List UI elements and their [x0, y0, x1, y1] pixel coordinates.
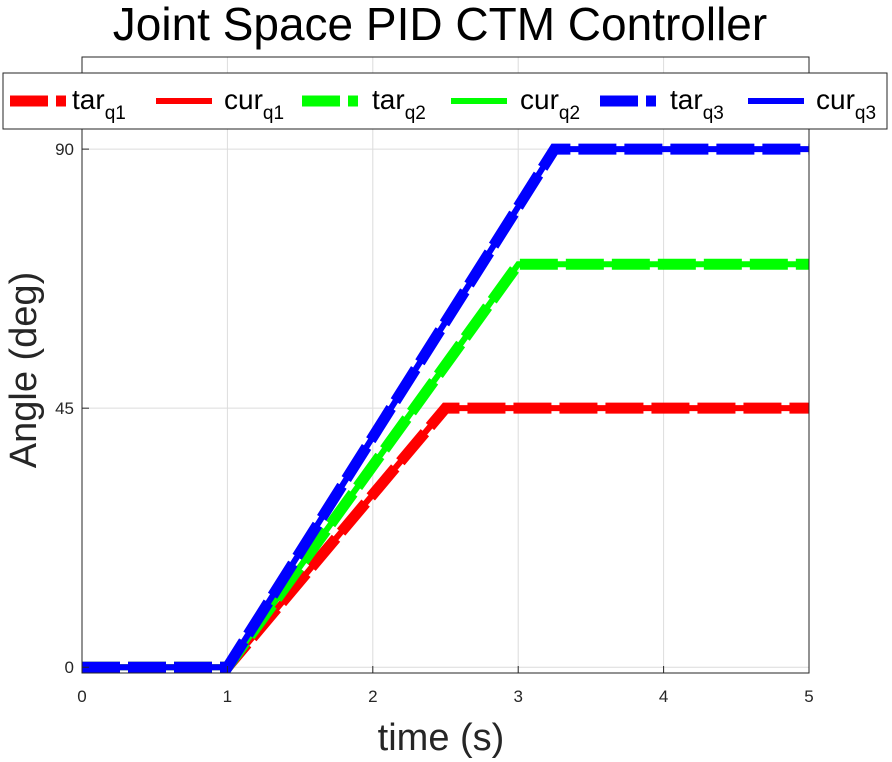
legend: tarq1 curq1 tarq2 curq2 tarq3 curq3 — [2, 72, 888, 130]
legend-label-cur-q2: curq2 — [520, 84, 580, 124]
y-tick-label: 0 — [65, 658, 74, 677]
legend-label-cur-q3: curq3 — [816, 84, 876, 124]
plot-series — [82, 143, 809, 673]
x-tick-label: 2 — [368, 687, 377, 706]
chart-title: Joint Space PID CTM Controller — [113, 0, 767, 50]
x-tick-label: 0 — [77, 687, 86, 706]
series-line-cur-q3 — [82, 146, 809, 671]
legend-label-tar-q3: tarq3 — [670, 84, 724, 124]
y-tick-label: 45 — [55, 399, 74, 418]
x-tick-label: 5 — [804, 687, 813, 706]
y-tick-label: 90 — [55, 140, 74, 159]
legend-label-tar-q2: tarq2 — [372, 84, 426, 124]
legend-label-cur-q1: curq1 — [224, 84, 284, 124]
x-axis-label: time (s) — [378, 717, 505, 759]
x-tick-label: 1 — [223, 687, 232, 706]
x-tick-label: 4 — [659, 687, 668, 706]
y-axis-label: Angle (deg) — [3, 272, 45, 468]
series-line-cur-q1 — [82, 405, 809, 671]
legend-box — [2, 72, 888, 130]
legend-label-tar-q1: tarq1 — [72, 84, 126, 124]
x-tick-label: 3 — [513, 687, 522, 706]
plot-frame — [81, 56, 810, 674]
series-line-tar-q1 — [82, 402, 809, 673]
